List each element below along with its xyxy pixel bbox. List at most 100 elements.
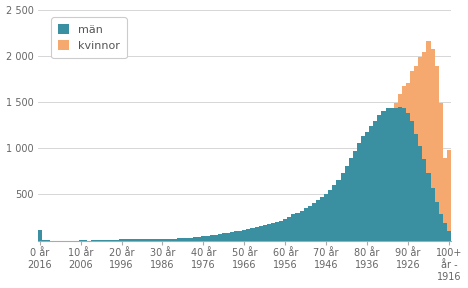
Bar [226, 233, 230, 241]
Bar [292, 230, 295, 241]
Bar [226, 238, 230, 241]
Bar [250, 236, 255, 241]
Bar [173, 240, 177, 241]
Bar [406, 113, 410, 241]
Bar [213, 238, 218, 241]
Bar [320, 197, 324, 241]
Bar [140, 239, 144, 241]
Bar [267, 235, 271, 241]
Bar [414, 66, 418, 241]
Bar [390, 110, 394, 241]
Bar [99, 240, 103, 241]
Bar [414, 134, 418, 241]
Bar [435, 66, 439, 241]
Bar [423, 52, 426, 241]
Bar [292, 214, 295, 241]
Bar [386, 107, 390, 241]
Bar [431, 188, 435, 241]
Bar [275, 222, 279, 241]
Bar [148, 239, 152, 241]
Bar [164, 240, 168, 241]
Bar [271, 234, 275, 241]
Bar [386, 114, 390, 241]
Bar [103, 240, 107, 241]
Bar [161, 240, 164, 241]
Bar [381, 111, 386, 241]
Bar [304, 208, 308, 241]
Bar [210, 238, 213, 241]
Bar [295, 229, 300, 241]
Bar [336, 180, 341, 241]
Bar [124, 240, 128, 241]
Bar [418, 57, 423, 241]
Bar [197, 239, 201, 241]
Bar [193, 239, 197, 241]
Bar [431, 49, 435, 241]
Bar [410, 71, 414, 241]
Bar [263, 225, 267, 241]
Bar [144, 240, 148, 241]
Bar [168, 240, 173, 241]
Bar [156, 240, 161, 241]
Bar [275, 234, 279, 241]
Bar [111, 240, 116, 241]
Bar [353, 175, 357, 241]
Bar [238, 237, 242, 241]
Bar [238, 231, 242, 241]
Bar [353, 151, 357, 241]
Bar [279, 221, 283, 241]
Bar [263, 235, 267, 241]
Bar [234, 237, 238, 241]
Bar [312, 203, 316, 241]
Bar [193, 237, 197, 241]
Bar [185, 238, 189, 241]
Bar [250, 228, 255, 241]
Bar [173, 238, 177, 241]
Bar [394, 103, 398, 241]
Bar [402, 86, 406, 241]
Bar [218, 234, 222, 241]
Bar [300, 211, 304, 241]
Bar [136, 239, 140, 241]
Bar [398, 94, 402, 241]
Bar [328, 190, 332, 241]
Bar [189, 238, 193, 241]
Bar [394, 109, 398, 241]
Bar [116, 240, 119, 241]
Bar [316, 223, 320, 241]
Bar [42, 240, 46, 241]
Bar [312, 224, 316, 241]
Bar [287, 231, 292, 241]
Bar [369, 144, 373, 241]
Bar [128, 240, 132, 241]
Bar [259, 235, 263, 241]
Bar [402, 107, 406, 241]
Bar [124, 239, 128, 241]
Bar [234, 232, 238, 241]
Bar [201, 236, 205, 241]
Bar [181, 238, 185, 241]
Bar [111, 240, 116, 241]
Bar [103, 240, 107, 241]
Bar [107, 240, 111, 241]
Bar [361, 136, 365, 241]
Bar [349, 158, 353, 241]
Bar [213, 235, 218, 241]
Bar [222, 233, 226, 241]
Bar [177, 240, 181, 241]
Bar [148, 240, 152, 241]
Bar [210, 235, 213, 241]
Bar [283, 232, 287, 241]
Bar [242, 237, 246, 241]
Bar [119, 239, 124, 241]
Bar [168, 239, 173, 241]
Bar [398, 107, 402, 241]
Bar [107, 240, 111, 241]
Bar [287, 217, 292, 241]
Bar [304, 227, 308, 241]
Bar [320, 221, 324, 241]
Bar [447, 150, 451, 241]
Bar [140, 240, 144, 241]
Bar [37, 230, 42, 241]
Bar [377, 128, 381, 241]
